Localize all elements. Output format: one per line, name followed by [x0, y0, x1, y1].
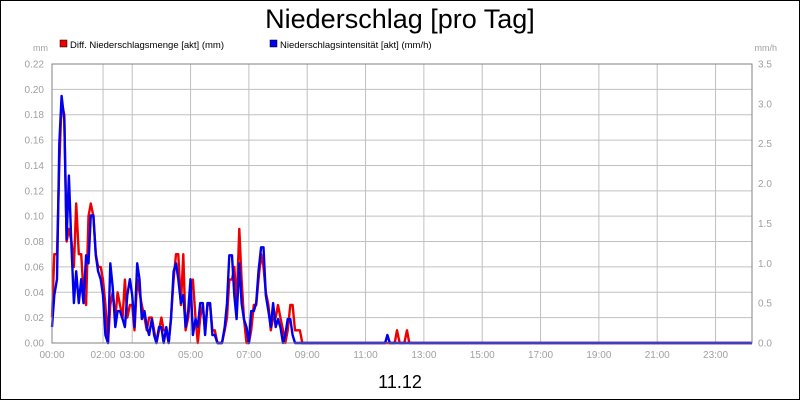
left-tick-label: 0.22	[25, 60, 45, 71]
x-axis-ticks: 00:00 02:00 03:00 05:00 07:00 09:00 11:00 13:00…	[39, 350, 728, 361]
chart-title: Niederschlag [pro Tag]	[265, 4, 535, 34]
right-tick-label: 3.0	[758, 99, 772, 110]
left-tick-label: 0.08	[25, 237, 45, 248]
left-tick-label: 0.04	[25, 288, 45, 299]
right-tick-label: 0.5	[758, 299, 772, 310]
x-tick-label: 05:00	[178, 350, 203, 361]
right-axis-unit: mm/h	[755, 43, 778, 53]
left-tick-label: 0.00	[25, 339, 45, 350]
left-axis-unit: mm	[33, 43, 48, 53]
x-tick-label: 19:00	[586, 350, 611, 361]
series-line-niederschlagsintensitaet	[50, 94, 752, 345]
x-tick-label: 11:00	[353, 350, 378, 361]
right-tick-label: 0.0	[758, 339, 772, 350]
left-tick-label: 0.10	[25, 212, 45, 223]
legend-label-series-2: Niederschlagsintensität [akt] (mm/h)	[280, 40, 432, 51]
left-tick-label: 0.16	[25, 136, 45, 147]
legend-label-series-1: Diff. Niederschlagsmenge [akt] (mm)	[70, 40, 224, 51]
right-tick-label: 2.0	[758, 179, 772, 190]
right-axis-ticks: 0.0 0.5 1.0 1.5 2.0 2.5 3.0 3.5	[758, 60, 772, 350]
x-tick-label: 21:00	[645, 350, 670, 361]
x-tick-label: 02:00	[91, 350, 116, 361]
legend: Diff. Niederschlagsmenge [akt] (mm) Nied…	[59, 39, 432, 51]
x-tick-label: 09:00	[295, 350, 320, 361]
left-tick-label: 0.20	[25, 85, 45, 96]
plot-border	[51, 63, 753, 344]
left-tick-label: 0.02	[25, 313, 45, 324]
series-line-niederschlagsmenge	[50, 100, 752, 345]
grid	[51, 63, 752, 344]
left-tick-label: 0.18	[25, 110, 45, 121]
left-tick-label: 0.12	[25, 186, 45, 197]
right-tick-label: 3.5	[758, 60, 772, 71]
x-tick-label: 17:00	[528, 350, 553, 361]
right-tick-label: 1.0	[758, 259, 772, 270]
x-tick-label: 07:00	[236, 350, 261, 361]
legend-swatch-series-2	[269, 39, 278, 48]
x-tick-label: 15:00	[470, 350, 495, 361]
x-tick-label: 23:00	[703, 350, 728, 361]
left-tick-label: 0.14	[25, 161, 45, 172]
series-lines	[50, 94, 752, 345]
x-tick-label: 03:00	[120, 350, 145, 361]
right-tick-label: 1.5	[758, 219, 772, 230]
x-axis-label: 11.12	[378, 372, 422, 392]
x-tick-label: 13:00	[411, 350, 436, 361]
x-tick-label: 00:00	[39, 350, 64, 361]
right-tick-label: 2.5	[758, 139, 772, 150]
left-axis-ticks: 0.00 0.02 0.04 0.06 0.08 0.10 0.12 0.14 0.16 0.18…	[25, 60, 45, 350]
left-tick-label: 0.06	[25, 262, 45, 273]
legend-swatch-series-1	[59, 39, 68, 48]
